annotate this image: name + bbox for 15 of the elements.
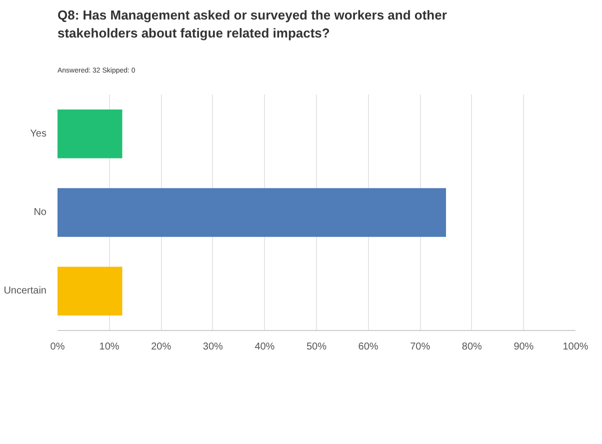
x-tick-label: 80% xyxy=(462,342,482,352)
y-tick-label: No xyxy=(34,207,47,218)
y-tick-label: Uncertain xyxy=(4,286,47,297)
x-tick-label: 60% xyxy=(358,342,378,352)
x-tick-label: 50% xyxy=(306,342,327,352)
x-tick-label: 10% xyxy=(99,342,120,352)
x-tick-label: 20% xyxy=(151,342,172,352)
x-tick-label: 40% xyxy=(254,342,275,352)
x-tick-label: 70% xyxy=(410,342,430,352)
chart-title: Q8: Has Management asked or surveyed the workers and other stakeholders about fatigue related impacts? xyxy=(58,8,447,40)
x-tick-label: 100% xyxy=(562,342,588,352)
x-tick-label: 0% xyxy=(50,342,65,352)
x-tick-label: 90% xyxy=(514,342,534,352)
x-tick-label: 30% xyxy=(202,342,224,352)
y-tick-label: Yes xyxy=(30,128,47,140)
